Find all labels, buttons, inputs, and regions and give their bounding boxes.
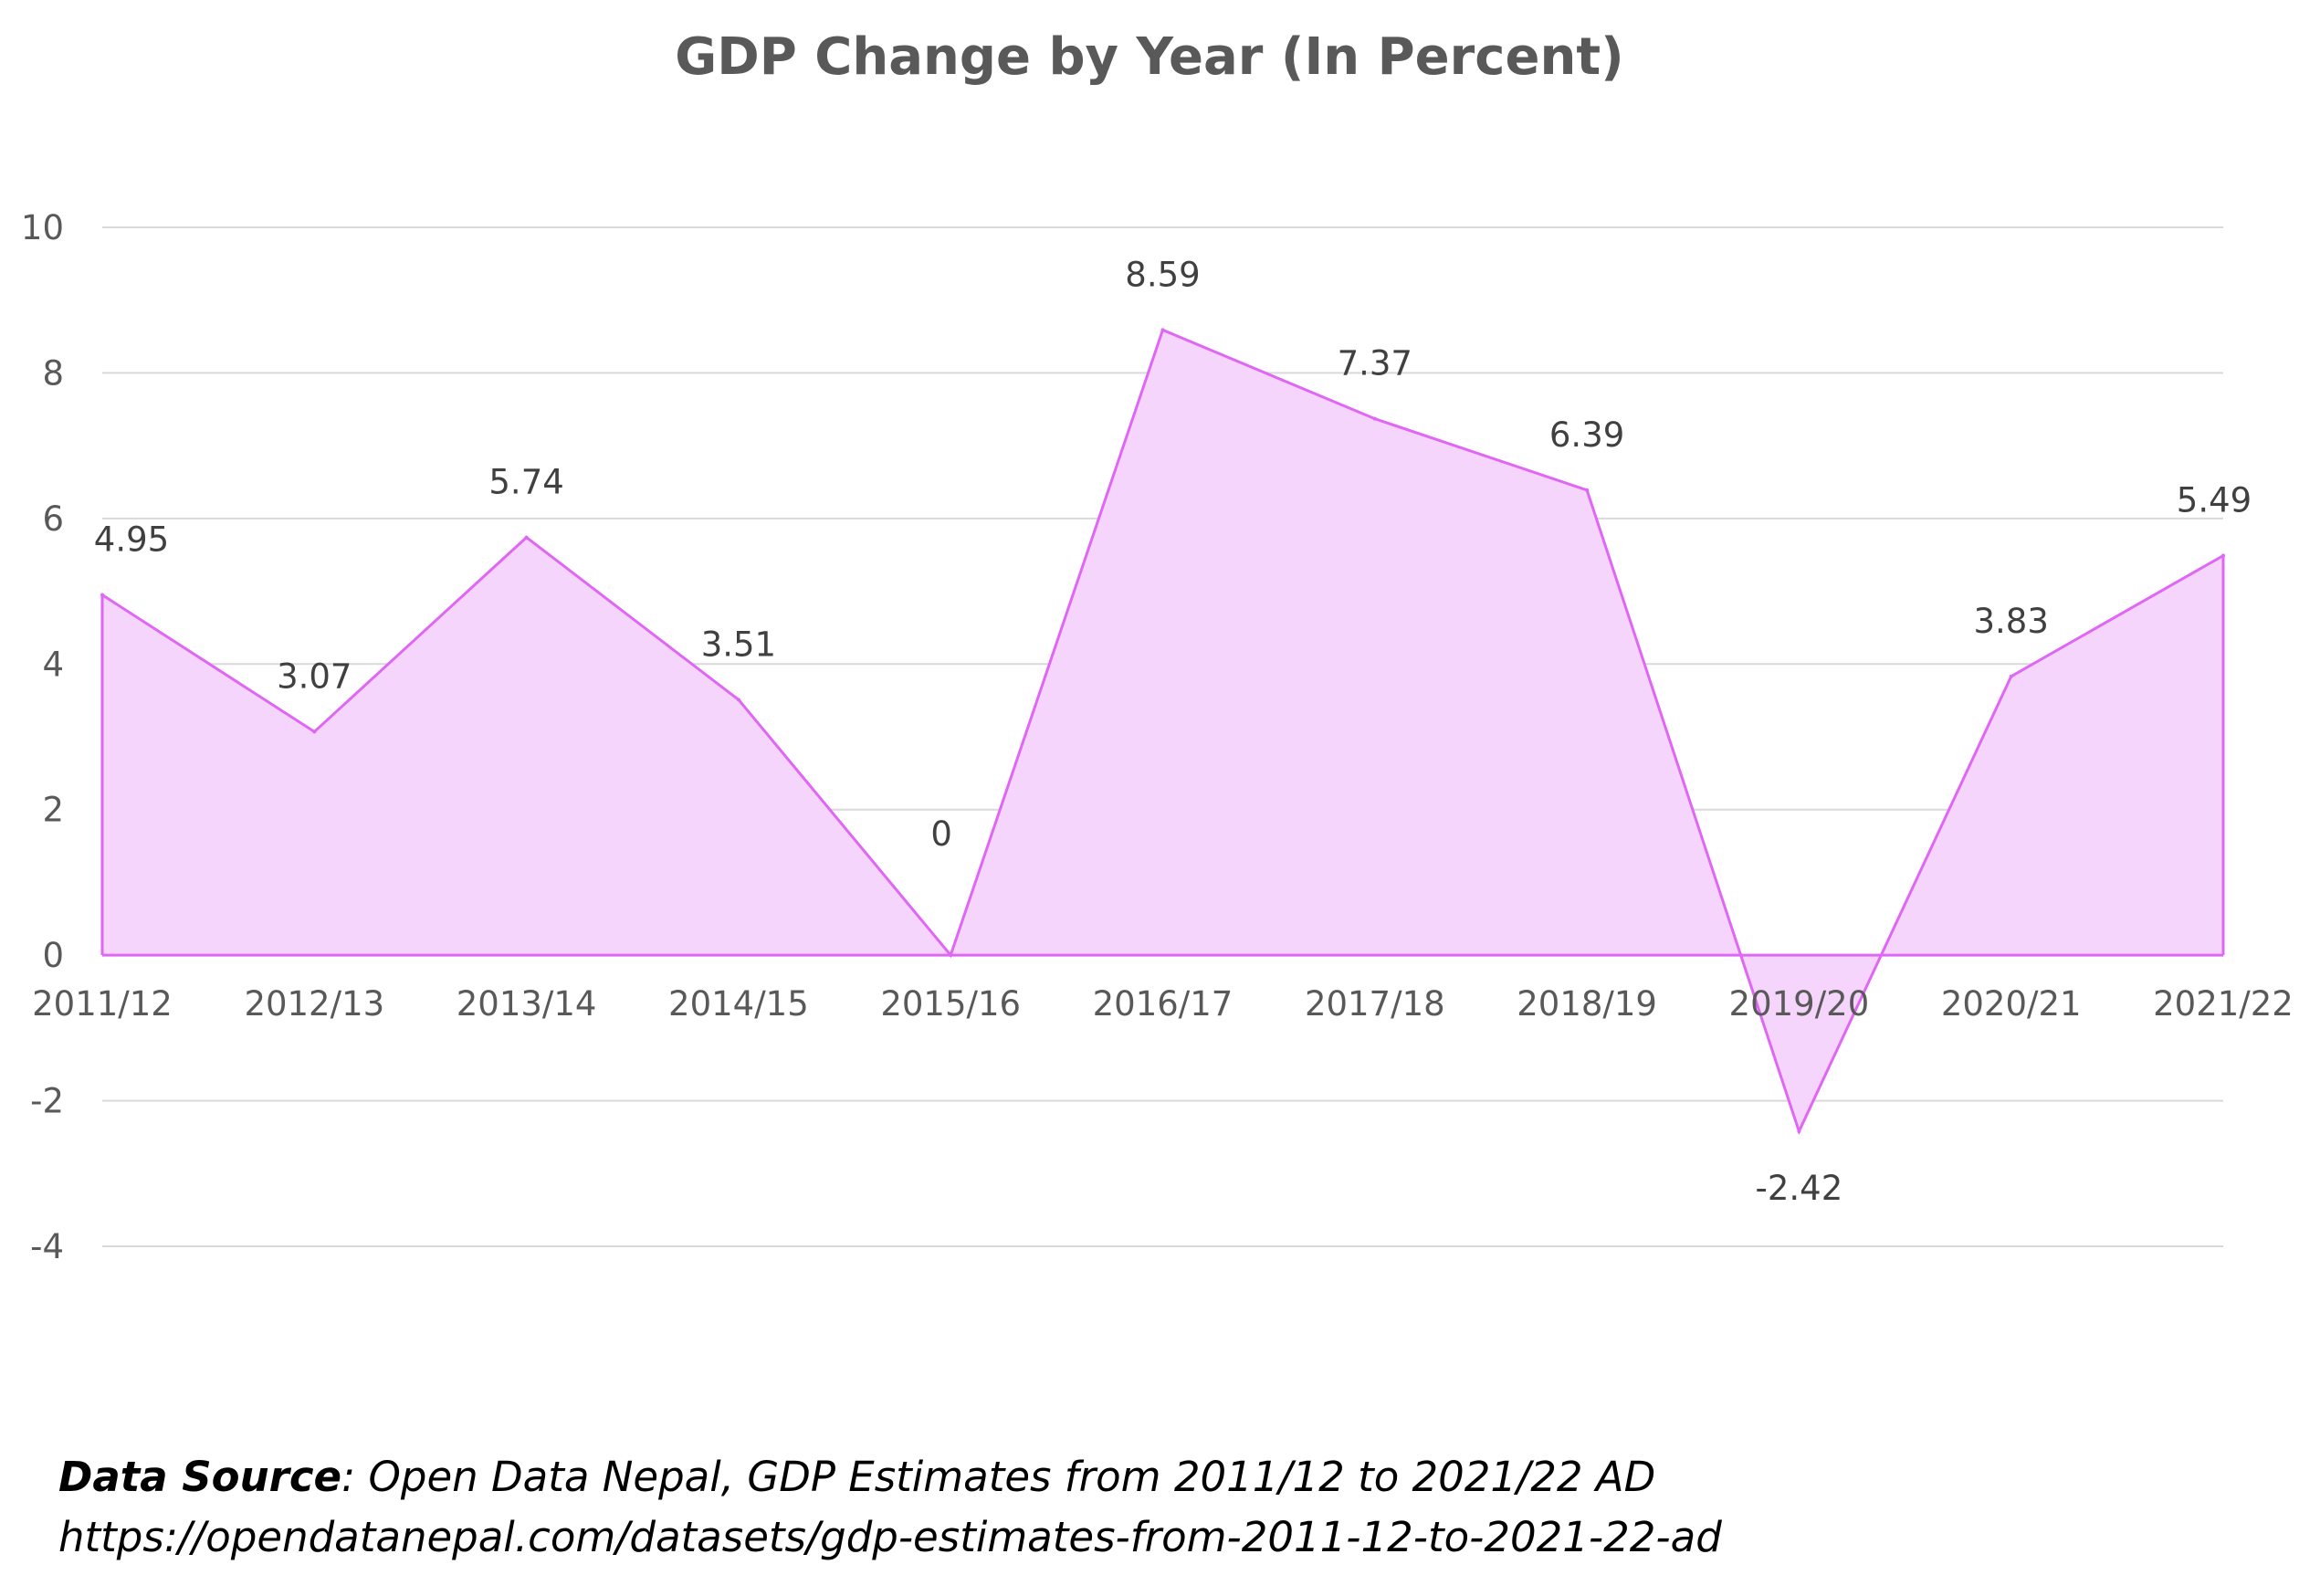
y-tick-label: -2 <box>30 1082 64 1121</box>
data-label: 5.49 <box>2177 481 2252 520</box>
data-label: 4.95 <box>94 520 169 560</box>
data-point <box>2221 553 2225 558</box>
data-label: -2.42 <box>1756 1169 1843 1208</box>
data-point <box>1585 488 1590 492</box>
data-point <box>524 535 529 540</box>
data-point <box>2009 674 2013 678</box>
area-fill <box>102 330 2223 1132</box>
x-tick-label: 2012/13 <box>244 984 384 1024</box>
data-source-label: Data Source <box>58 1453 342 1501</box>
data-point <box>949 953 953 958</box>
data-point <box>1372 416 1377 421</box>
data-label: 3.83 <box>1974 602 2049 641</box>
data-source-text: : Open Data Nepal, GDP Estimates from 20… <box>341 1453 1656 1501</box>
x-tick-label: 2016/17 <box>1093 984 1233 1024</box>
x-tick-label: 2013/14 <box>457 984 597 1024</box>
x-tick-label: 2015/16 <box>880 984 1021 1024</box>
data-point <box>736 698 740 702</box>
area-series <box>100 328 2225 1136</box>
x-tick-label: 2017/18 <box>1305 984 1445 1024</box>
x-axis-ticks: 2011/12 2012/13 2013/14 2014/15 2015/16 2016/… <box>32 984 2294 1024</box>
x-tick-label: 2020/21 <box>1941 984 2082 1024</box>
y-tick-label: 8 <box>42 353 64 393</box>
data-point <box>100 593 104 597</box>
data-label: 5.74 <box>488 463 563 502</box>
x-tick-label: 2021/22 <box>2153 984 2294 1024</box>
data-label: 6.39 <box>1549 415 1624 455</box>
chart-title: GDP Change by Year (In Percent) <box>675 27 1624 87</box>
x-tick-label: 2011/12 <box>32 984 173 1024</box>
y-tick-label: -4 <box>30 1227 64 1266</box>
data-label: 3.51 <box>701 625 776 664</box>
data-point <box>1160 328 1165 332</box>
data-label: 7.37 <box>1338 344 1412 383</box>
data-source-line: Data Source: Open Data Nepal, GDP Estima… <box>58 1447 1722 1507</box>
data-point <box>312 730 317 734</box>
y-axis-ticks: 10 8 6 4 2 0 -2 -4 <box>21 208 64 1266</box>
data-label: 3.07 <box>277 656 352 696</box>
y-tick-label: 0 <box>42 936 64 975</box>
x-tick-label: 2014/15 <box>668 984 809 1024</box>
data-source-url[interactable]: https://opendatanepal.com/datasets/gdp-e… <box>58 1513 1722 1561</box>
data-label: 0 <box>930 814 952 854</box>
y-tick-label: 2 <box>42 791 64 830</box>
x-tick-label: 2018/19 <box>1517 984 1657 1024</box>
data-point <box>1797 1129 1801 1134</box>
data-labels: 4.95 3.07 5.74 3.51 0 8.59 7.37 6.39 -2.42 3.83 5.… <box>94 255 2252 1208</box>
y-tick-label: 6 <box>42 499 64 539</box>
x-tick-label: 2019/20 <box>1729 984 1870 1024</box>
data-source-note: Data Source: Open Data Nepal, GDP Estima… <box>58 1447 1722 1568</box>
y-tick-label: 10 <box>21 208 64 247</box>
y-tick-label: 4 <box>42 645 64 684</box>
data-label: 8.59 <box>1125 255 1200 294</box>
